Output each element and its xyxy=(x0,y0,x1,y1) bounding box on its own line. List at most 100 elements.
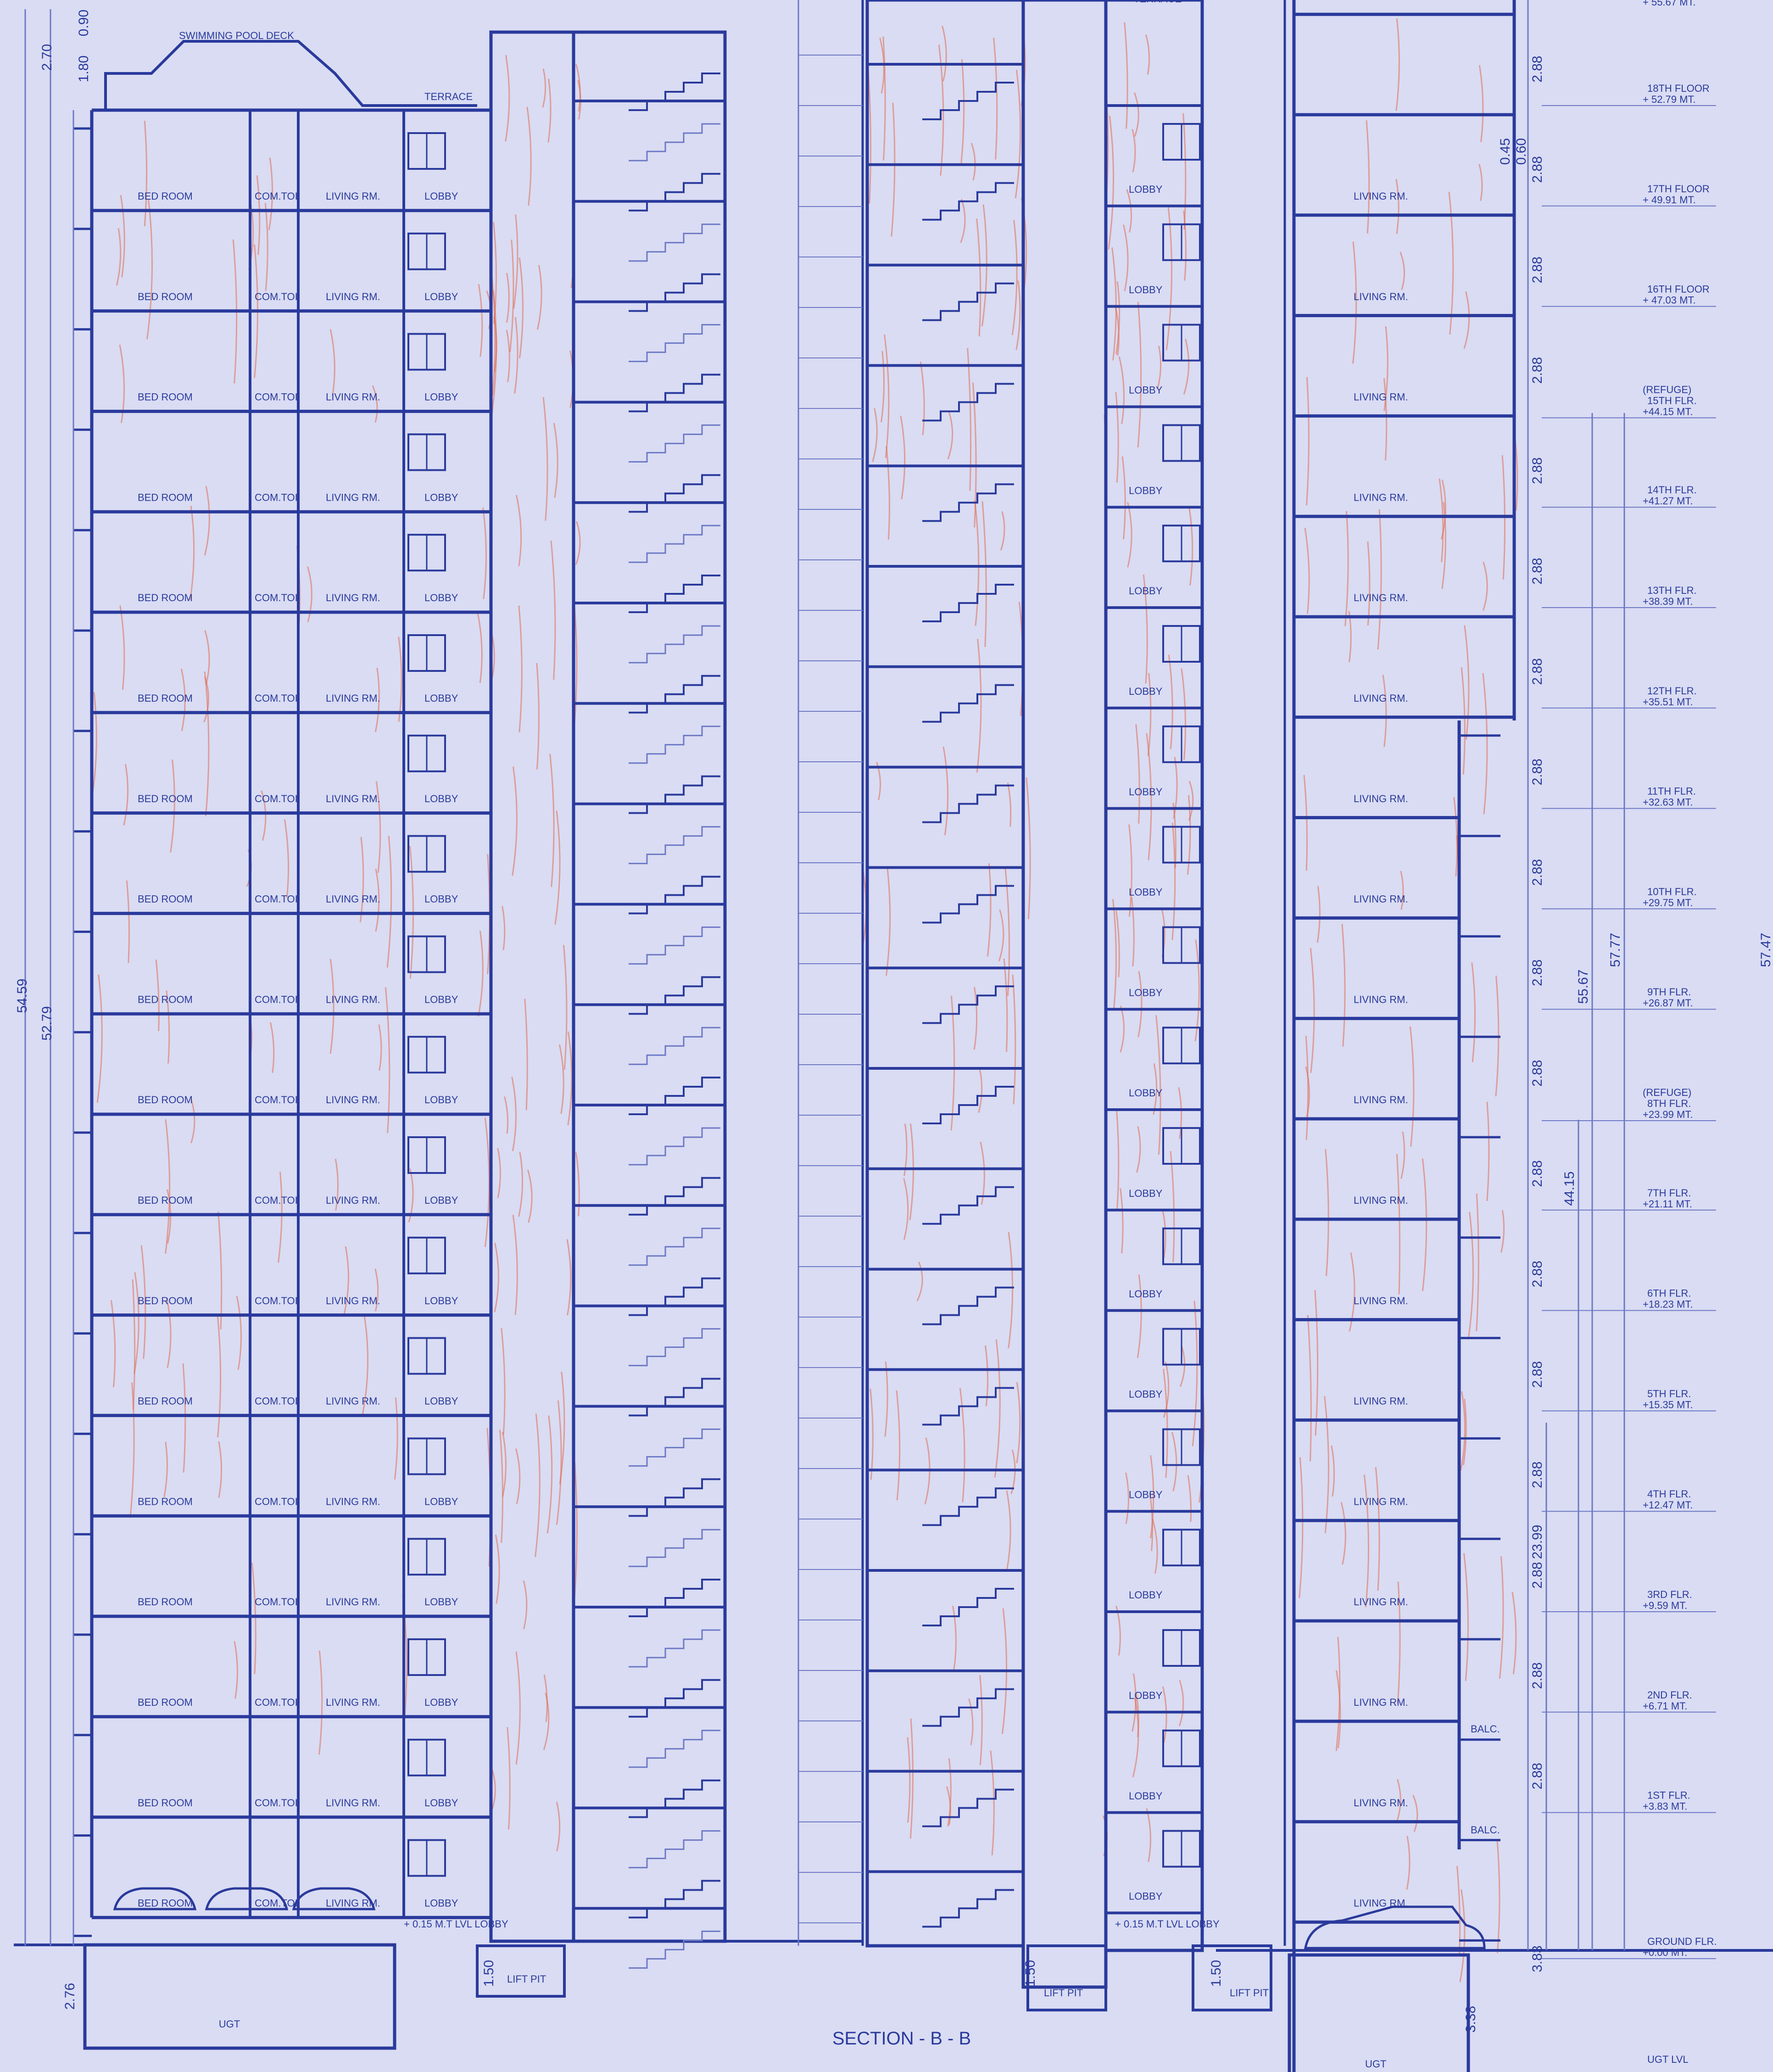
lift-pit xyxy=(1026,1944,1107,2011)
pencil-shade xyxy=(512,1215,518,1315)
pencil-shade xyxy=(217,1211,223,1330)
dimension-label: 0.45 xyxy=(1498,138,1513,165)
pencil-shade xyxy=(1305,1066,1310,1117)
pencil-shade xyxy=(394,1397,398,1480)
pencil-shade xyxy=(1112,899,1117,1009)
pencil-shade xyxy=(1192,1301,1198,1446)
pencil-shade xyxy=(981,501,987,647)
room-label: BED ROOM xyxy=(138,1195,193,1206)
pencil-shade xyxy=(1349,1252,1355,1332)
pencil-shade xyxy=(204,671,210,816)
room-label: LIVING RM. xyxy=(1354,1396,1408,1407)
stair-flight xyxy=(922,82,1014,120)
stair-flight xyxy=(629,1529,720,1567)
pencil-shade xyxy=(1304,528,1310,614)
pencil-shade xyxy=(968,1698,974,1746)
balcony-label: BALC. xyxy=(1471,1723,1500,1735)
pencil-shade xyxy=(1406,1836,1411,1890)
stair-flight xyxy=(629,1730,720,1768)
pencil-shade xyxy=(509,240,514,352)
floor-level-name: 17TH FLOOR xyxy=(1647,183,1710,195)
room-label: LOBBY xyxy=(1129,1087,1163,1099)
pencil-shade xyxy=(920,362,925,436)
pencil-shade xyxy=(942,26,947,82)
pencil-shade xyxy=(96,974,103,1103)
pencil-shade xyxy=(123,764,129,826)
room-label: LIVING RM. xyxy=(326,1596,380,1608)
stair-flight xyxy=(629,525,720,563)
room-label: BED ROOM xyxy=(138,894,193,905)
pencil-shade xyxy=(1367,542,1371,626)
dimension-label: 2.88 xyxy=(1530,357,1545,384)
room-label: LOBBY xyxy=(1129,585,1163,597)
pencil-shade xyxy=(110,1300,116,1387)
pencil-shade xyxy=(518,605,523,732)
room-label: LOBBY xyxy=(424,793,458,804)
room-label: LIVING RM. xyxy=(326,1496,380,1507)
pencil-shade xyxy=(170,759,175,853)
room-label: LIVING RM. xyxy=(1354,793,1408,804)
floor-level-value: +18.23 MT. xyxy=(1643,1299,1693,1310)
floor-level-value: +21.11 MT. xyxy=(1643,1198,1692,1210)
pencil-shade xyxy=(1299,1457,1304,1598)
pencil-shade xyxy=(506,273,510,323)
stair-flight xyxy=(922,885,1014,924)
car-icon xyxy=(292,1887,376,1910)
pencil-shade xyxy=(499,1430,503,1543)
room-label: LIVING RM. xyxy=(1354,1697,1408,1708)
room-label: LIVING RM. xyxy=(326,1295,380,1307)
stair-flight xyxy=(922,1387,1014,1426)
pencil-shade xyxy=(132,1279,136,1410)
room-label: LOBBY xyxy=(1129,385,1163,396)
pencil-shade xyxy=(1155,1015,1161,1155)
room-label: COM.TOI xyxy=(255,1195,298,1206)
pencil-shade xyxy=(942,746,949,836)
pencil-shade xyxy=(947,411,953,459)
pencil-shade xyxy=(1395,18,1400,111)
pencil-shade xyxy=(1471,962,1476,1062)
pencil-shade xyxy=(385,987,390,1134)
pencil-shade xyxy=(519,257,524,358)
dimension-label: 0.90 xyxy=(76,10,91,36)
stair-flight xyxy=(629,1027,720,1065)
pencil-shade xyxy=(1396,1154,1401,1295)
pencil-shade xyxy=(119,344,125,423)
pencil-shade xyxy=(1108,116,1115,250)
pencil-shade xyxy=(1179,1346,1186,1387)
stair-flight xyxy=(629,173,720,212)
room-label: BED ROOM xyxy=(138,190,193,202)
pencil-shade xyxy=(1118,356,1125,424)
pencil-shade xyxy=(1143,574,1148,684)
room-label: LOBBY xyxy=(424,894,458,905)
room-label: LOBBY xyxy=(1129,1790,1163,1802)
room-label: LIVING RM. xyxy=(1354,1496,1408,1507)
pencil-shade xyxy=(318,1650,323,1755)
room-label: LIVING RM. xyxy=(326,291,380,302)
room-label: COM.TOI xyxy=(255,491,298,503)
stair-flight xyxy=(922,1487,1014,1526)
pencil-shade xyxy=(1150,1455,1154,1539)
room-label: LIVING RM. xyxy=(326,1195,380,1206)
pencil-shade xyxy=(872,408,878,462)
pencil-shade xyxy=(497,1148,501,1198)
floor-level-name: 10TH FLR. xyxy=(1647,886,1697,897)
stair-flight xyxy=(629,73,720,111)
room-label: LIVING RM. xyxy=(326,1797,380,1809)
pencil-shade xyxy=(1188,507,1193,586)
floor-level-value: +44.15 MT. xyxy=(1643,406,1693,417)
pencil-shade xyxy=(374,1268,379,1312)
pencil-shade xyxy=(1012,974,1016,1105)
pencil-shade xyxy=(484,1117,490,1247)
pencil-shade xyxy=(885,866,891,976)
room-label: BED ROOM xyxy=(138,693,193,704)
ugt-label: UGT xyxy=(219,2018,240,2030)
pencil-shade xyxy=(1307,1315,1312,1462)
pencil-shade xyxy=(1135,724,1140,824)
floor-level-value: +6.71 MT. xyxy=(1643,1700,1687,1712)
pencil-shade xyxy=(970,143,976,181)
pencil-shade xyxy=(1340,1502,1346,1565)
pencil-shade xyxy=(514,317,519,394)
dimension-label: 2.88 xyxy=(1530,1361,1545,1388)
room-label: BED ROOM xyxy=(138,1596,193,1608)
pencil-shade xyxy=(1463,291,1470,349)
